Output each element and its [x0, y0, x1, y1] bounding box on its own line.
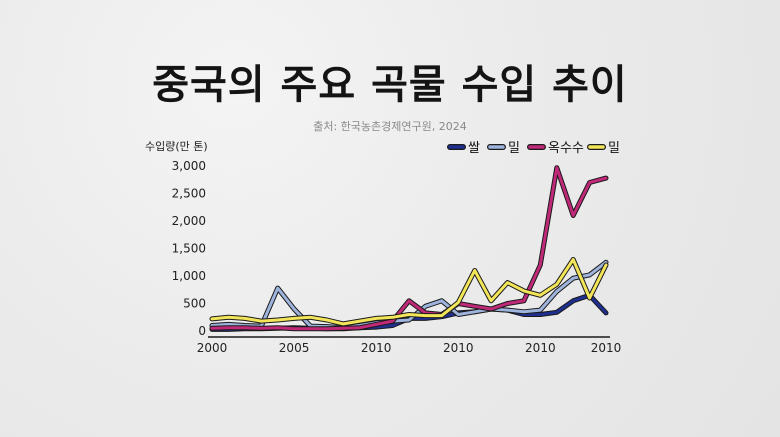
- series-line: [210, 260, 608, 330]
- series-line: [210, 258, 608, 326]
- x-tick-label: 2010: [525, 341, 556, 355]
- x-tick-label: 2005: [279, 341, 310, 355]
- y-tick-label: 2,500: [172, 187, 206, 201]
- series-line: [210, 166, 608, 331]
- y-tick-label: 2,000: [172, 214, 206, 228]
- legend-label: 옥수수: [548, 141, 584, 156]
- legend-label: 밀: [508, 141, 520, 156]
- x-tick-label: 2010: [443, 341, 474, 355]
- chart-title: 중국의 주요 곡물 수입 추이: [152, 62, 628, 108]
- y-tick-label: 1,500: [172, 242, 206, 256]
- x-tick-label: 2000: [197, 341, 228, 355]
- y-tick-label: 3,000: [172, 159, 206, 173]
- legend-label: 밀: [608, 141, 620, 156]
- y-tick-label: 0: [198, 324, 206, 338]
- series-outline: [209, 259, 609, 331]
- y-axis-label: 수입량(만 톤): [145, 140, 208, 153]
- chart-source: 출처: 한국농촌경제연구원, 2024: [313, 120, 467, 133]
- x-tick-label: 2010: [361, 341, 392, 355]
- x-tick-label: 2010: [591, 341, 622, 355]
- y-tick-label: 1,000: [172, 269, 206, 283]
- legend-label: 쌀: [468, 141, 480, 156]
- y-tick-label: 500: [183, 297, 206, 311]
